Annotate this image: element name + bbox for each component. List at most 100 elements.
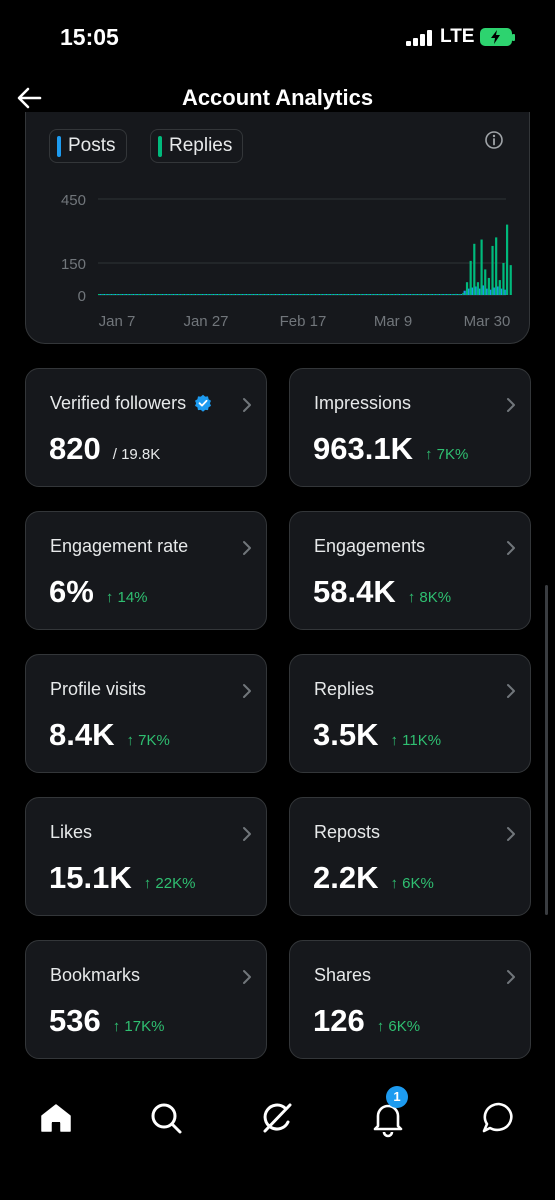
stat-card-bookmarks[interactable]: Bookmarks 536 ↑ 17K% [25, 940, 267, 1059]
bar-replies [192, 294, 195, 295]
bar-replies [491, 245, 494, 295]
stat-label-text: Engagements [314, 536, 426, 556]
bar-posts [132, 294, 135, 295]
bar-posts [357, 294, 361, 295]
x-tick-label: Mar 30 [464, 313, 511, 330]
stat-label-text: Impressions [314, 393, 412, 413]
bar-replies [473, 243, 476, 295]
stat-card-shares[interactable]: Shares 126 ↑ 6K% [289, 940, 531, 1059]
bar-posts [208, 294, 211, 295]
bar-replies [181, 294, 184, 295]
stat-value-row: 536 ↑ 17K% [49, 1003, 164, 1039]
bar-replies [451, 294, 454, 295]
stat-label: Impressions [314, 393, 411, 414]
stat-total: / 19.8K [112, 446, 161, 463]
nav-notifications[interactable]: 1 [368, 1086, 408, 1138]
bar-replies [276, 294, 279, 295]
bar-replies [280, 294, 283, 295]
stat-label: Verified followers [50, 393, 212, 414]
bar-posts [230, 294, 233, 295]
bar-replies [476, 282, 480, 295]
bar-replies [374, 294, 378, 295]
stat-card-impressions[interactable]: Impressions 963.1K ↑ 7K% [289, 368, 531, 487]
bar-posts [274, 294, 277, 295]
bar-posts [456, 294, 459, 295]
bar-posts [485, 288, 488, 295]
stat-card-verified-followers[interactable]: Verified followers 820 / 19.8K [25, 368, 267, 487]
stat-label: Likes [50, 822, 92, 843]
x-tick-label: Jan 7 [99, 313, 136, 330]
bar-posts [332, 294, 335, 295]
bar-posts [128, 294, 131, 295]
bar-posts [379, 294, 382, 295]
bar-posts [157, 294, 160, 295]
bar-replies [207, 294, 210, 295]
bar-posts [281, 294, 284, 295]
bar-replies [436, 294, 439, 295]
stat-card-engagements[interactable]: Engagements 58.4K ↑ 8K% [289, 511, 531, 630]
stat-delta: ↑ 7K% [126, 732, 170, 749]
bar-replies [272, 294, 276, 295]
bar-replies [356, 294, 359, 295]
bar-replies [502, 263, 505, 295]
bar-replies [429, 294, 432, 295]
bar-replies [116, 294, 119, 295]
bar-replies [465, 282, 469, 295]
stat-card-engagement-rate[interactable]: Engagement rate 6% ↑ 14% [25, 511, 267, 630]
bar-replies [345, 294, 348, 295]
bar-posts [361, 294, 364, 295]
chevron-right-icon [507, 970, 515, 984]
legend-replies[interactable]: Replies [150, 129, 244, 163]
nav-messages[interactable] [479, 1098, 519, 1138]
stat-delta: ↑ 22K% [143, 875, 196, 892]
nav-home[interactable] [36, 1098, 76, 1138]
stat-card-replies[interactable]: Replies 3.5K ↑ 11K% [289, 654, 531, 773]
bar-posts [299, 294, 302, 295]
bar-replies [400, 294, 403, 295]
bar-posts [270, 294, 273, 295]
stat-card-likes[interactable]: Likes 15.1K ↑ 22K% [25, 797, 267, 916]
bar-posts [234, 294, 237, 295]
stat-label-text: Engagement rate [50, 536, 189, 556]
nav-grok[interactable] [257, 1098, 297, 1138]
back-button[interactable] [12, 80, 48, 116]
bar-replies [469, 260, 472, 295]
legend-posts[interactable]: Posts [49, 129, 127, 163]
bar-posts [438, 294, 441, 295]
bar-replies [156, 294, 159, 295]
nav-search[interactable] [146, 1098, 186, 1138]
bar-posts [368, 294, 372, 295]
scrollbar[interactable] [545, 585, 548, 915]
stat-value-row: 58.4K ↑ 8K% [313, 574, 451, 610]
stat-label-text: Verified followers [50, 393, 187, 413]
bar-replies [447, 294, 450, 295]
legend-posts-swatch [57, 136, 61, 157]
arrow-left-icon [17, 87, 42, 109]
bar-replies [127, 294, 130, 295]
stat-value-row: 2.2K ↑ 6K% [313, 860, 434, 896]
stat-value: 6% [49, 574, 94, 609]
bar-replies [462, 292, 465, 295]
bar-replies [287, 294, 290, 295]
bar-posts [179, 294, 182, 295]
stat-delta: ↑ 6K% [376, 1018, 421, 1035]
bar-replies [338, 294, 341, 295]
grok-icon [263, 1103, 292, 1133]
bar-replies [134, 294, 137, 295]
bar-posts [161, 294, 164, 295]
bar-posts [168, 294, 171, 295]
stat-value-row: 15.1K ↑ 22K% [49, 860, 195, 896]
stat-delta: ↑ 11K% [390, 732, 442, 749]
bar-replies [331, 294, 334, 295]
info-icon[interactable] [484, 130, 504, 150]
bar-replies [203, 294, 206, 295]
bar-replies [265, 294, 268, 295]
stat-card-reposts[interactable]: Reposts 2.2K ↑ 6K% [289, 797, 531, 916]
search-icon [151, 1103, 182, 1134]
stat-value-row: 126 ↑ 6K% [313, 1003, 420, 1039]
bar-posts [106, 294, 109, 295]
bar-replies [455, 293, 458, 295]
stat-card-profile-visits[interactable]: Profile visits 8.4K ↑ 7K% [25, 654, 267, 773]
stat-label-text: Shares [314, 965, 372, 985]
bar-posts [427, 294, 430, 295]
